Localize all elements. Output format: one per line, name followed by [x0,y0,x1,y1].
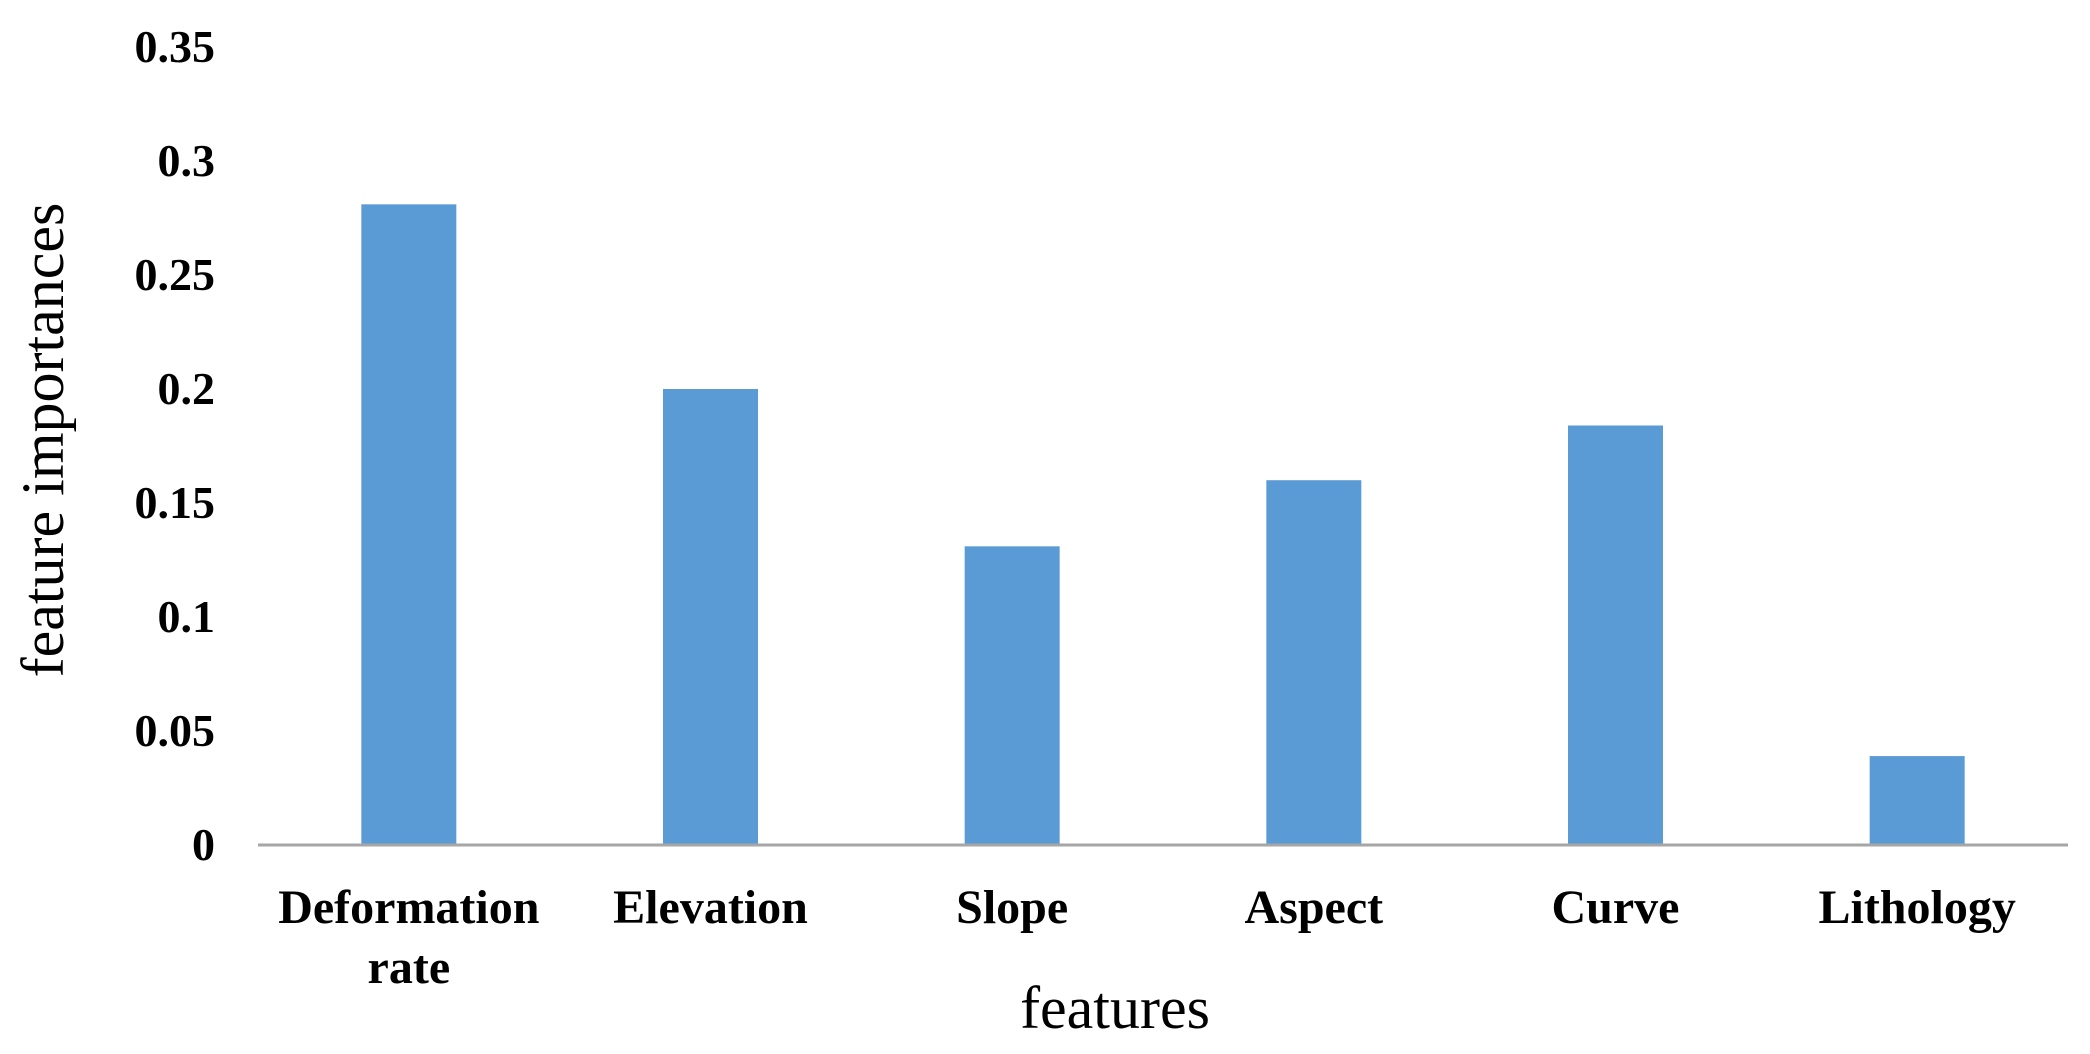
bar-series [361,204,1965,845]
x-category-label-line: Aspect [1245,881,1384,934]
x-category-label-line: Elevation [613,881,808,934]
x-category-label: Deformation rate [278,881,539,994]
bar [663,389,758,845]
x-category-label: Slope [956,881,1068,934]
bar [964,546,1060,845]
y-tick-label: 0.25 [135,249,216,300]
y-tick-label: 0.1 [158,591,216,642]
bar [361,204,457,845]
bar [1568,425,1663,845]
x-category-label: Elevation [613,881,808,934]
x-category-label-line: Curve [1552,881,1680,934]
y-axis-tick-labels: 0 0.05 0.1 0.15 0.2 0.25 0.3 0.35 [135,21,216,870]
x-category-label: Lithology [1818,881,2015,934]
y-tick-label: 0.2 [158,363,216,414]
x-axis-category-labels: Deformation rate Elevation Slope Aspect Curve… [278,881,2016,994]
y-tick-label: 0.35 [135,21,216,72]
x-category-label-line: rate [368,941,451,994]
x-category-label: Curve [1552,881,1680,934]
x-category-label: Aspect [1245,881,1384,934]
x-category-label-line: Lithology [1818,881,2015,934]
x-category-label-line: Slope [956,881,1068,934]
bar [1266,480,1362,845]
y-tick-label: 0.15 [135,477,216,528]
y-tick-label: 0.05 [135,705,216,756]
y-axis-title: feature importances [10,203,76,678]
bar [1869,756,1965,845]
x-category-label-line: Deformation [278,881,539,934]
y-tick-label: 0 [192,819,215,870]
x-axis-title: features [1020,975,1210,1041]
y-tick-label: 0.3 [158,135,216,186]
